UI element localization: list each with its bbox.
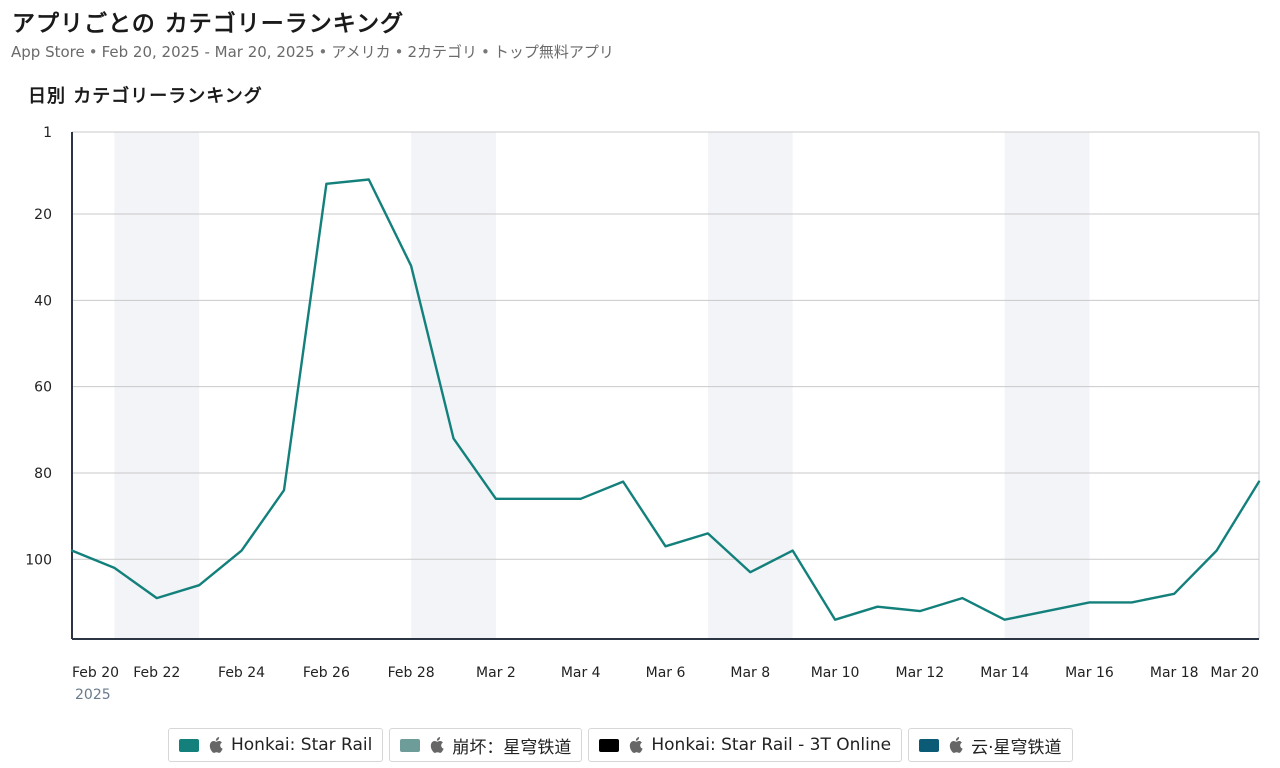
y-tick-label: 1: [43, 125, 52, 141]
subtitle-chart-type: トップ無料アプリ: [493, 43, 614, 61]
y-tick-label: 60: [34, 380, 52, 396]
subtitle-separator: •: [481, 43, 490, 61]
data-point: [239, 548, 243, 552]
data-point: [1045, 609, 1049, 613]
subtitle-separator: •: [394, 43, 404, 61]
data-point: [1130, 600, 1134, 604]
legend-swatch: [919, 738, 940, 752]
data-point: [621, 479, 625, 483]
data-point: [875, 605, 879, 609]
data-point: [1002, 617, 1006, 621]
subtitle-store: App Store: [11, 43, 85, 61]
data-point: [1257, 479, 1261, 483]
data-point: [1087, 600, 1091, 604]
subtitle-category-count: 2カテゴリ: [407, 43, 478, 61]
data-point: [833, 617, 837, 621]
weekend-bands: [114, 132, 1090, 639]
apple-icon: [209, 737, 223, 753]
x-tick-label: Feb 24: [218, 665, 265, 681]
data-point: [790, 548, 794, 552]
y-tick-labels: 1 20 40 60 80 100: [25, 125, 52, 568]
data-point: [494, 497, 498, 501]
apple-icon: [949, 737, 963, 753]
x-tick-label: Mar 10: [811, 665, 860, 681]
x-tick-labels: Feb 20 Feb 22 Feb 24 Feb 26 Feb 28 Mar 2 Mar 4…: [72, 665, 1259, 703]
data-point: [451, 436, 455, 440]
legend-label: 云·星穹铁道: [971, 737, 1062, 758]
data-point: [706, 531, 710, 535]
weekend-band: [114, 132, 200, 639]
chart-title: 日別 カテゴリーランキング: [28, 86, 263, 107]
x-tick-label: Mar 16: [1065, 665, 1114, 681]
data-point: [282, 488, 286, 492]
y-tick-label: 80: [34, 466, 52, 482]
x-tick-label: Mar 12: [896, 665, 945, 681]
legend-item-cloud-star-rail[interactable]: 云·星穹铁道: [908, 728, 1073, 762]
subtitle-separator: •: [318, 43, 328, 61]
weekend-band: [411, 132, 496, 639]
data-point: [324, 182, 328, 186]
x-tick-label: Mar 8: [730, 665, 770, 681]
data-point: [748, 570, 752, 574]
legend-item-honkai-star-rail[interactable]: Honkai: Star Rail: [168, 728, 384, 762]
legend-label: 崩坏：星穹铁道: [452, 737, 572, 758]
subtitle-country: アメリカ: [331, 43, 391, 61]
data-point: [367, 177, 371, 181]
x-tick-label: Feb 28: [388, 665, 435, 681]
y-tick-label: 40: [34, 293, 52, 309]
page-title: アプリごとの カテゴリーランキング: [12, 10, 405, 37]
legend-swatch: [599, 738, 620, 752]
legend: Honkai: Star Rail 崩坏：星穹铁道 Honkai: Star R…: [168, 728, 1073, 762]
y-tick-label: 20: [34, 207, 52, 223]
x-tick-label: Feb 20: [72, 665, 119, 681]
x-year-label: 2025: [75, 687, 111, 703]
data-point: [579, 497, 583, 501]
subtitle-date-range: Feb 20, 2025 - Mar 20, 2025: [101, 43, 315, 61]
legend-item-honkai-cn[interactable]: 崩坏：星穹铁道: [389, 728, 583, 762]
x-tick-label: Feb 22: [133, 665, 180, 681]
x-tick-label: Mar 4: [561, 665, 601, 681]
legend-swatch: [400, 738, 421, 752]
x-tick-label: Mar 18: [1150, 665, 1199, 681]
data-point: [1172, 592, 1176, 596]
data-point: [663, 544, 667, 548]
x-tick-label: Mar 20: [1210, 665, 1259, 681]
apple-icon: [430, 737, 444, 753]
legend-label: Honkai: Star Rail - 3T Online: [651, 735, 892, 755]
data-point: [409, 264, 413, 268]
x-tick-label: Mar 14: [980, 665, 1029, 681]
legend-swatch: [179, 738, 199, 752]
x-tick-label: Mar 6: [646, 665, 686, 681]
apple-icon: [629, 737, 643, 753]
series-line: [70, 178, 1261, 621]
data-point: [70, 548, 74, 552]
subtitle: App Store • Feb 20, 2025 - Mar 20, 2025 • アメ…: [11, 41, 614, 62]
axes: [71, 132, 1259, 640]
weekend-band: [1004, 132, 1090, 639]
weekend-band: [707, 132, 793, 639]
data-point: [1214, 548, 1218, 552]
data-point: [197, 583, 201, 587]
legend-label: Honkai: Star Rail: [231, 735, 373, 755]
data-point: [112, 566, 116, 570]
grid-lines: [72, 131, 1260, 639]
data-point: [536, 497, 540, 501]
y-tick-label: 100: [25, 552, 52, 568]
series-group: [70, 177, 1261, 621]
x-tick-label: Mar 2: [476, 665, 516, 681]
subtitle-separator: •: [88, 43, 98, 61]
data-point: [960, 596, 964, 600]
x-tick-label: Feb 26: [303, 665, 350, 681]
data-point: [918, 609, 922, 613]
data-point: [155, 596, 159, 600]
legend-item-honkai-3t-online[interactable]: Honkai: Star Rail - 3T Online: [588, 728, 903, 762]
